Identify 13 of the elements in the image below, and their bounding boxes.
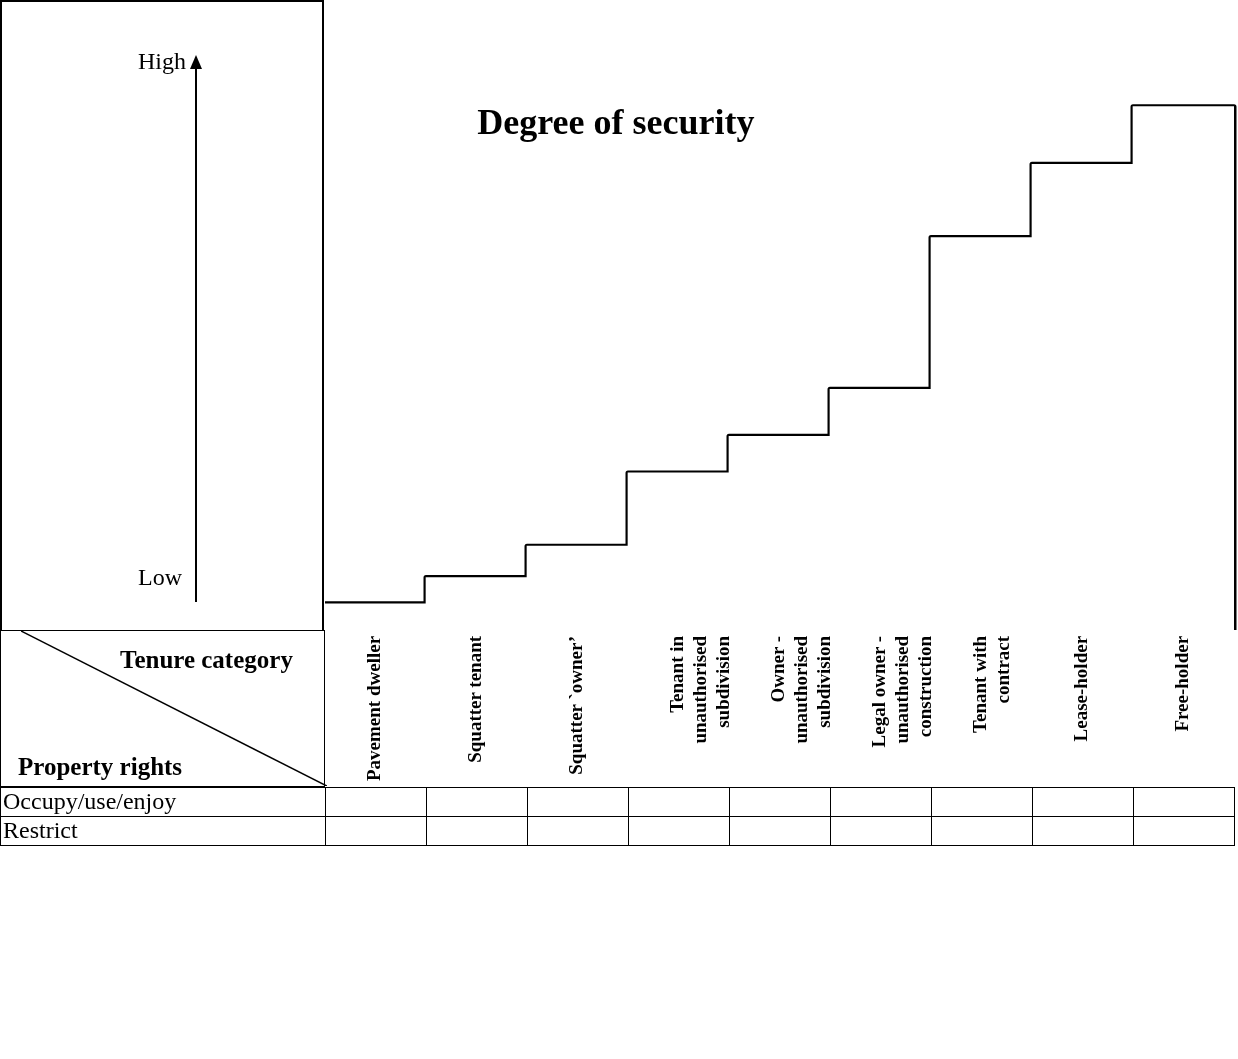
x-tick-label: Squatter tenant bbox=[464, 635, 486, 763]
text: Restrict bbox=[0, 816, 326, 846]
text: Low bbox=[138, 563, 182, 591]
chart-title: Degree of security bbox=[477, 102, 755, 143]
text: High bbox=[138, 48, 186, 75]
x-tick-label: Lease-holder bbox=[1070, 635, 1092, 742]
x-tick-label: Tenant in unauthorised subdivision bbox=[666, 635, 734, 744]
x-tick-label: Free-holder bbox=[1171, 635, 1193, 732]
text: Occupy/use/enjoy bbox=[0, 787, 326, 817]
text: Property rights bbox=[18, 753, 183, 781]
x-axis-title: Tenure category bbox=[120, 645, 293, 674]
x-tick-label: Squatter `owner’ bbox=[565, 635, 587, 775]
x-tick-label: Pavement dweller bbox=[363, 635, 385, 782]
